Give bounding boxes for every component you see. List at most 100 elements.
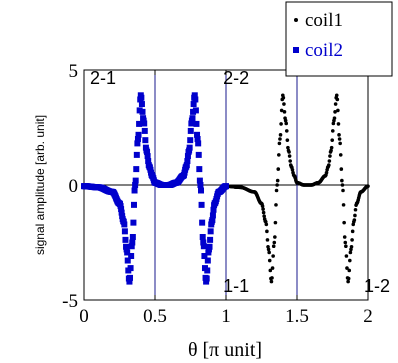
data-point [203, 275, 210, 282]
data-point [332, 116, 337, 120]
data-point [346, 279, 350, 284]
data-point [287, 154, 292, 158]
data-point [134, 140, 141, 147]
data-point [366, 184, 370, 188]
data-point [189, 115, 196, 122]
data-point [142, 137, 149, 144]
data-point [184, 153, 191, 160]
data-point [141, 120, 148, 127]
x-tick-label: 1.5 [285, 306, 309, 327]
data-point [349, 244, 354, 249]
data-point [200, 239, 207, 246]
data-point [130, 219, 137, 226]
data-point [183, 162, 190, 169]
data-point [265, 238, 270, 242]
data-point [282, 110, 287, 114]
data-point [128, 253, 135, 260]
data-point [281, 95, 286, 100]
data-point [184, 158, 191, 165]
data-point [210, 206, 217, 213]
data-point [329, 145, 334, 150]
data-point [352, 218, 357, 222]
legend-swatch [293, 47, 299, 53]
data-point [279, 122, 283, 126]
data-point [196, 177, 203, 184]
data-point [207, 228, 214, 235]
data-point [261, 210, 266, 215]
data-point [342, 235, 347, 239]
data-point [330, 129, 335, 133]
data-point [268, 268, 273, 273]
data-point [270, 266, 275, 270]
data-point [261, 207, 265, 211]
data-point [134, 136, 141, 142]
x-tick-label: 0 [79, 306, 89, 327]
series-coil2 [81, 92, 229, 285]
data-point [197, 182, 204, 188]
y-axis-label: signal amplitude [arb. unit] [33, 115, 47, 255]
data-point [262, 214, 266, 218]
data-point [341, 203, 346, 207]
data-point [278, 137, 282, 141]
data-point [279, 108, 284, 113]
y-tick-label: 0 [69, 176, 79, 197]
data-point [353, 207, 358, 212]
data-point [124, 249, 131, 256]
data-point [138, 101, 145, 108]
data-point [287, 150, 291, 154]
data-point [193, 120, 200, 127]
data-point [223, 183, 229, 190]
data-point [127, 274, 134, 281]
data-point [340, 178, 344, 183]
data-point [284, 129, 289, 133]
data-point [133, 166, 140, 173]
data-point [144, 149, 151, 156]
data-point [192, 96, 199, 103]
data-point [118, 206, 125, 213]
data-point [129, 239, 136, 246]
data-point [348, 258, 352, 263]
data-point [267, 250, 271, 255]
legend-label: coil1 [305, 10, 343, 31]
x-tick-label: 1 [221, 306, 231, 327]
data-point [329, 148, 333, 153]
data-point [190, 101, 197, 108]
data-point [136, 120, 143, 127]
data-point [139, 108, 146, 115]
data-point [353, 213, 357, 218]
annotations: 2-1 2-2 1-1 1-2 [90, 68, 390, 296]
data-point [340, 183, 345, 187]
data-point [278, 133, 283, 137]
data-point [209, 212, 216, 219]
data-point [195, 151, 202, 158]
data-point [328, 154, 332, 158]
data-point [122, 236, 129, 243]
data-point [133, 151, 140, 158]
data-point [265, 229, 269, 234]
data-point [138, 94, 145, 101]
data-point [347, 268, 352, 273]
data-point [191, 92, 198, 99]
data-point [144, 153, 151, 160]
data-point [337, 137, 342, 141]
data-point [132, 177, 139, 184]
x-tick-label: 0.5 [143, 306, 167, 327]
data-point [199, 234, 206, 241]
data-point [336, 108, 340, 113]
data-point [126, 278, 133, 285]
data-point [270, 276, 274, 280]
data-point [198, 187, 205, 194]
data-point [333, 102, 338, 106]
x-axis-label: θ [π unit] [188, 339, 262, 361]
data-point [337, 133, 341, 137]
data-point [141, 127, 148, 134]
legend: coil1 coil2 [285, 1, 393, 77]
data-point [269, 279, 274, 284]
legend-swatch [294, 18, 298, 22]
data-point [327, 159, 332, 163]
data-point [199, 219, 206, 226]
data-point [336, 122, 341, 126]
data-point [331, 121, 336, 126]
data-point [132, 182, 139, 188]
